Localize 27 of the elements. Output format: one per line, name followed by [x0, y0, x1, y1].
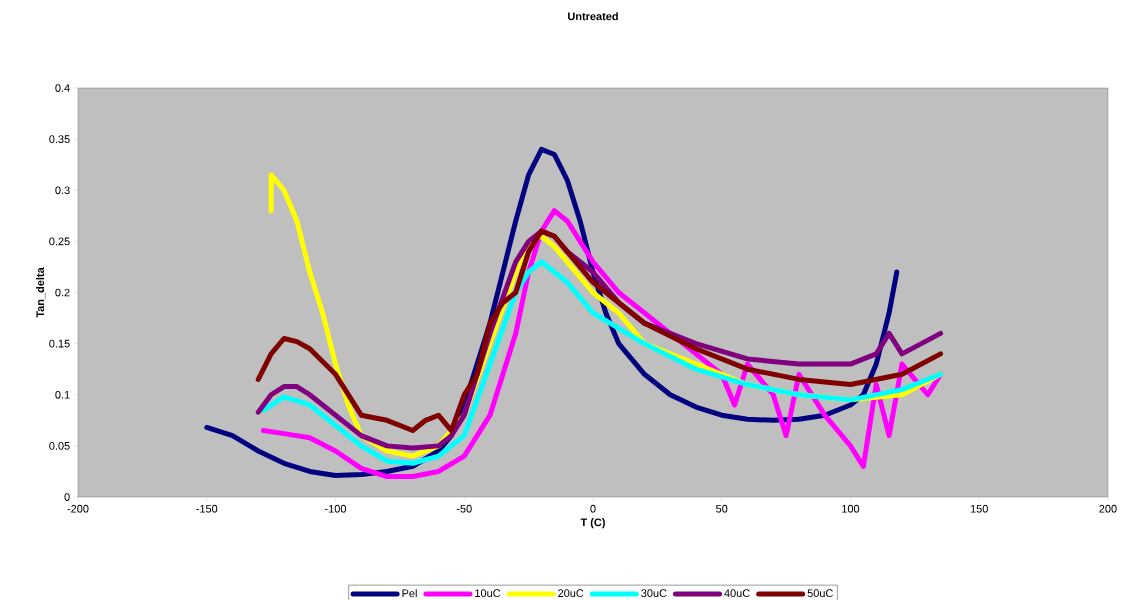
legend-label: 30uC [641, 589, 667, 598]
y-tick-label: 0 [64, 493, 70, 501]
x-tick-label: 150 [970, 504, 988, 513]
legend-label: 50uC [807, 589, 833, 598]
y-tick-label: 0.35 [49, 135, 70, 144]
y-tick-label: 0.1 [55, 390, 70, 399]
x-tick-label: -200 [67, 504, 89, 513]
x-tick-label: 50 [716, 504, 728, 513]
legend-label: 10uC [475, 589, 501, 598]
x-tick-label: -150 [196, 504, 218, 513]
x-tick-label: 200 [1099, 504, 1117, 513]
y-tick-label: 0.15 [49, 339, 70, 348]
x-tick-label: -100 [325, 504, 347, 513]
y-tick-label: 0.4 [55, 84, 70, 92]
legend-label: 40uC [724, 589, 750, 598]
x-axis-title: T (C) [580, 518, 605, 529]
y-tick-label: 0.05 [49, 442, 70, 450]
chart-title: Untreated [568, 12, 618, 21]
y-tick-label: 0.3 [55, 186, 70, 195]
y-tick-label: 0.2 [55, 288, 70, 297]
y-tick-label: 0.25 [49, 237, 70, 246]
x-tick-label: -50 [456, 504, 472, 513]
legend-label: Pel [402, 589, 417, 598]
x-tick-label: 100 [842, 504, 860, 513]
y-axis-title: Tan_delta [36, 267, 46, 318]
legend-label: 20uC [558, 589, 584, 598]
x-tick-label: 0 [590, 504, 596, 513]
